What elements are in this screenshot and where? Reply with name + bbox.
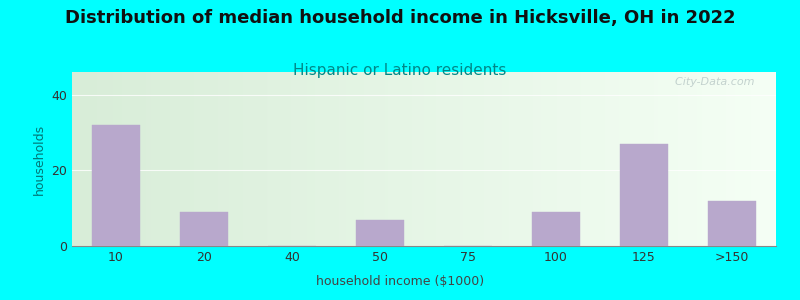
- Bar: [532, 212, 580, 246]
- Bar: [620, 144, 668, 246]
- Y-axis label: households: households: [33, 123, 46, 195]
- Text: household income ($1000): household income ($1000): [316, 275, 484, 288]
- Bar: [356, 220, 404, 246]
- Text: Distribution of median household income in Hicksville, OH in 2022: Distribution of median household income …: [65, 9, 735, 27]
- Bar: [92, 125, 140, 246]
- Bar: [708, 201, 756, 246]
- Text: City-Data.com: City-Data.com: [668, 77, 755, 87]
- Bar: [180, 212, 228, 246]
- Text: Hispanic or Latino residents: Hispanic or Latino residents: [294, 63, 506, 78]
